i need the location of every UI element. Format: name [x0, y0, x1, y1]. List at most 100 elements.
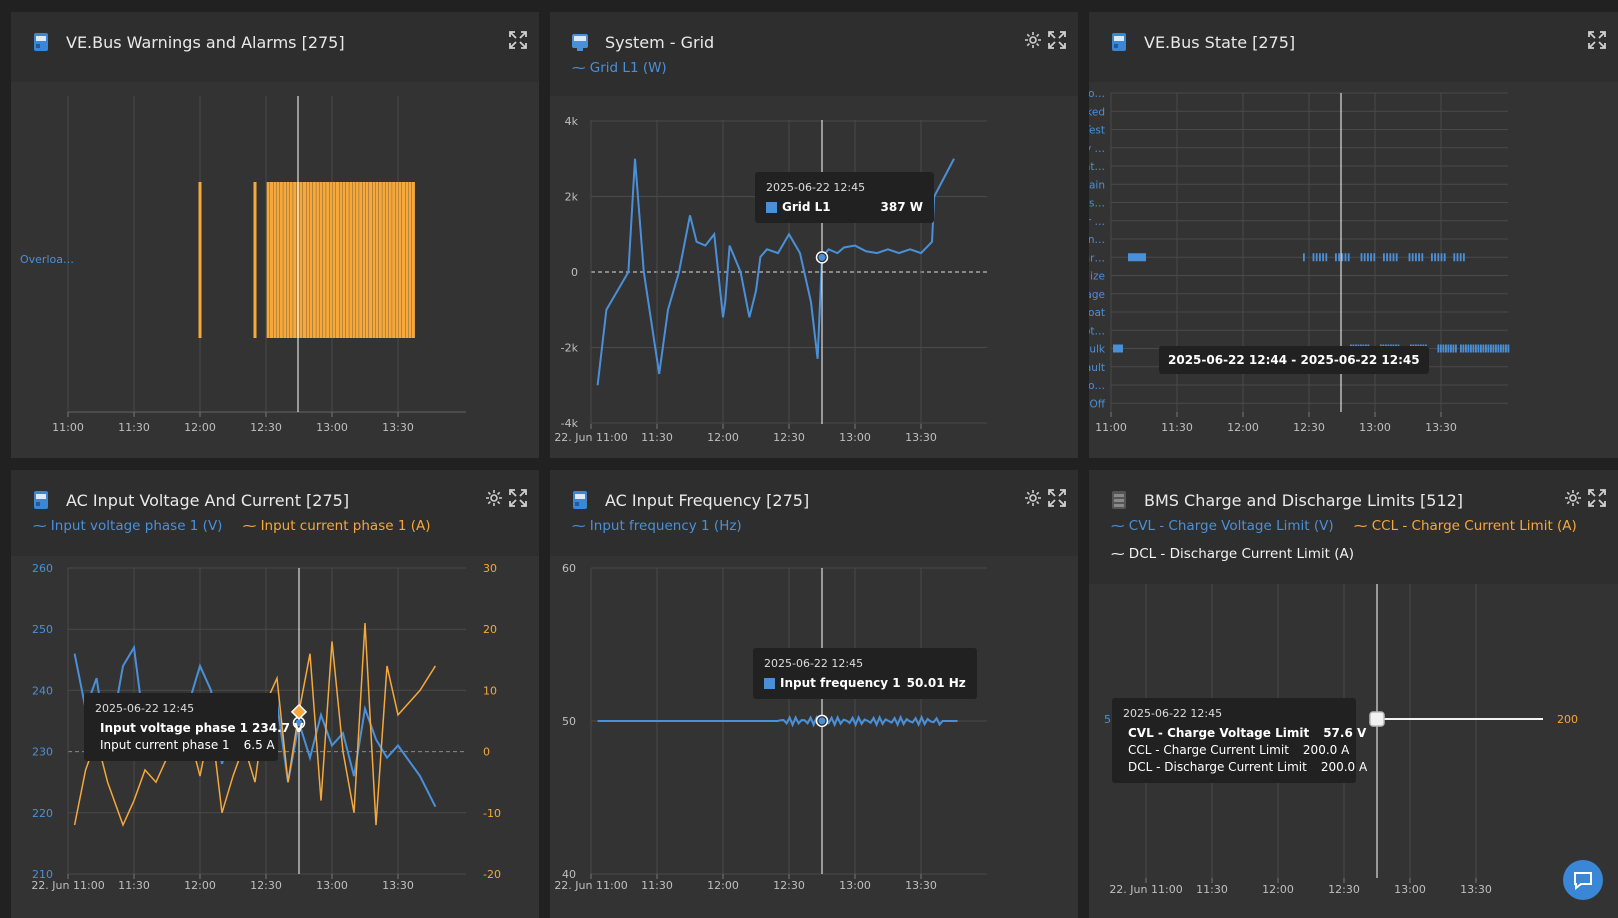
- chart-tooltip: 2025-06-22 12:45 Grid L1 387 W: [755, 172, 934, 223]
- state-bar: [1467, 344, 1470, 353]
- gear-icon[interactable]: [485, 489, 503, 507]
- expand-icon[interactable]: [1048, 31, 1066, 49]
- chart-area[interactable]: 11:00 11:30 12:00 12:30 13:00 13:30 Overloa…: [11, 82, 539, 458]
- alarm-bar: [398, 182, 402, 338]
- state-bar: [1322, 253, 1324, 262]
- chart-area[interactable]: 60 50 40 22. Jun 11:00 11:30 12:00 12:30 13:00 1…: [550, 556, 1078, 918]
- state-bar: [1408, 253, 1411, 262]
- tooltip-date: 2025-06-22 12:45: [1123, 707, 1223, 720]
- legend-input-voltage[interactable]: Input voltage phase 1 (V): [50, 518, 223, 534]
- y-tick-label: 60: [562, 562, 576, 575]
- state-bar: [1440, 344, 1442, 353]
- device-icon: [1112, 33, 1126, 51]
- series-swatch: [764, 677, 775, 689]
- alarm-bar: [342, 182, 346, 338]
- panel-title: VE.Bus Warnings and Alarms [275]: [66, 33, 345, 52]
- chart-area[interactable]: Ext. co… Blocked Test Battery … Repeat… Susta…: [1089, 82, 1618, 458]
- alarm-bar: [286, 182, 290, 338]
- chat-button[interactable]: [1563, 860, 1603, 900]
- state-bar: [1452, 344, 1455, 353]
- legend-input-frequency[interactable]: Input frequency 1 (Hz): [589, 518, 742, 534]
- state-bar: [1500, 344, 1502, 353]
- gear-icon[interactable]: [1024, 489, 1042, 507]
- state-label: Float: [1089, 307, 1105, 319]
- expand-icon[interactable]: [1588, 31, 1606, 49]
- legend-input-current[interactable]: Input current phase 1 (A): [260, 518, 431, 534]
- x-tick-label: 12:30: [1328, 883, 1360, 896]
- state-label: Fault: [1089, 362, 1105, 374]
- x-tick-label: 22. Jun 11:00: [554, 431, 627, 444]
- x-tick-label: 11:30: [1161, 421, 1193, 434]
- state-bar: [1319, 253, 1321, 262]
- alarm-bar: [375, 182, 379, 338]
- tooltip-value-cvl: 57.6 V: [1323, 726, 1367, 740]
- panel-title: AC Input Voltage And Current [275]: [66, 491, 350, 510]
- expand-icon[interactable]: [509, 489, 527, 507]
- state-bar: [1487, 344, 1490, 353]
- tooltip-value-dcl: 200.0 A: [1320, 760, 1368, 774]
- y-tick-label: 50: [562, 715, 576, 728]
- tooltip-label-current: Input current phase 1: [100, 738, 230, 752]
- legend-grid-l1[interactable]: Grid L1 (W): [589, 60, 667, 76]
- chart-legend[interactable]: ⁓ CVL - Charge Voltage Limit (V) ⁓ CCL -…: [1111, 518, 1577, 534]
- alarm-bar: [362, 182, 366, 338]
- expand-icon[interactable]: [509, 31, 527, 49]
- x-tick-label: 13:30: [905, 879, 937, 892]
- panel-header: VE.Bus State [275]: [1089, 12, 1618, 92]
- chart-legend[interactable]: ⁓ Input frequency 1 (Hz): [572, 518, 742, 534]
- state-label: Battery …: [1089, 143, 1105, 155]
- panel-title: BMS Charge and Discharge Limits [512]: [1144, 491, 1464, 510]
- state-bar: [1507, 344, 1510, 353]
- legend-ccl[interactable]: CCL - Charge Current Limit (A): [1371, 518, 1577, 534]
- y-tick-label: 40: [562, 868, 576, 881]
- chat-icon: [1574, 872, 1592, 891]
- panel-vebus-warnings: VE.Bus Warnings and Alarms [275] 11:00 11…: [11, 12, 539, 458]
- chart-legend[interactable]: ⁓ Grid L1 (W): [572, 60, 667, 76]
- panel-bms-limits: BMS Charge and Discharge Limits [512] ⁓ …: [1089, 470, 1618, 918]
- panel-ac-input-voltage-current: AC Input Voltage And Current [275] ⁓ Inp…: [11, 470, 539, 918]
- state-label: Blocked: [1089, 106, 1105, 118]
- x-tick-label: 12:30: [250, 879, 282, 892]
- panel-ac-input-frequency: AC Input Frequency [275] ⁓ Input frequen…: [550, 470, 1078, 918]
- hover-point: [1369, 711, 1385, 727]
- gear-icon[interactable]: [1024, 31, 1042, 49]
- x-tick-label: 12:30: [1293, 421, 1325, 434]
- state-label: Repeat…: [1089, 161, 1105, 173]
- x-tick-label: 22. Jun 11:00: [1109, 883, 1182, 896]
- state-bar: [1502, 344, 1505, 353]
- state-bar: [1505, 344, 1507, 353]
- y-category-label: Overloa…: [20, 253, 74, 266]
- x-tick-label: 11:00: [1095, 421, 1127, 434]
- alarm-bar: [283, 182, 287, 338]
- panel-title: System - Grid: [605, 33, 715, 52]
- bms-limits-chart: 22. Jun 11:00 11:30 12:00 12:30 13:00 13:305 2…: [1104, 584, 1578, 896]
- expand-icon[interactable]: [1588, 489, 1606, 507]
- series-line-input-current: [73, 623, 437, 828]
- y-tick-label: 2k: [565, 191, 579, 204]
- tooltip-date: 2025-06-22 12:45: [764, 657, 864, 670]
- legend-cvl[interactable]: CVL - Charge Voltage Limit (V): [1128, 518, 1334, 534]
- y-right-tick-label: 30: [483, 562, 497, 575]
- legend-dcl[interactable]: DCL - Discharge Current Limit (A): [1128, 546, 1355, 562]
- chart-legend-row2[interactable]: ⁓ DCL - Discharge Current Limit (A): [1111, 546, 1355, 562]
- expand-icon[interactable]: [1048, 489, 1066, 507]
- alarm-bar: [355, 182, 359, 338]
- x-tick-label: 12:00: [1262, 883, 1294, 896]
- y-left-tick-label: 240: [32, 684, 53, 697]
- state-bar: [1497, 344, 1500, 353]
- chart-legend[interactable]: ⁓ Input voltage phase 1 (V) ⁓ Input curr…: [33, 518, 431, 534]
- state-bar: [1460, 344, 1462, 353]
- state-bar: [1341, 253, 1344, 262]
- gear-icon[interactable]: [1564, 489, 1582, 507]
- alarm-bar: [372, 182, 376, 338]
- x-tick-label: 12:00: [707, 879, 739, 892]
- alarm-bar: [316, 182, 320, 338]
- state-label: Test: [1089, 125, 1105, 137]
- tooltip-label: Grid L1: [782, 200, 831, 214]
- state-bar: [1315, 253, 1318, 262]
- series-line-grid-l1: [596, 158, 955, 386]
- panel-system-grid: System - Grid ⁓ Grid L1 (W) 4k 2k 0 -2k -4k 2…: [550, 12, 1078, 458]
- y-left-tick-label: 5: [1104, 713, 1111, 726]
- state-bar: [1113, 344, 1123, 353]
- chart-area[interactable]: 4k 2k 0 -2k -4k 22. Jun 11:00 11:30 12:00 12:30 1…: [550, 96, 1078, 458]
